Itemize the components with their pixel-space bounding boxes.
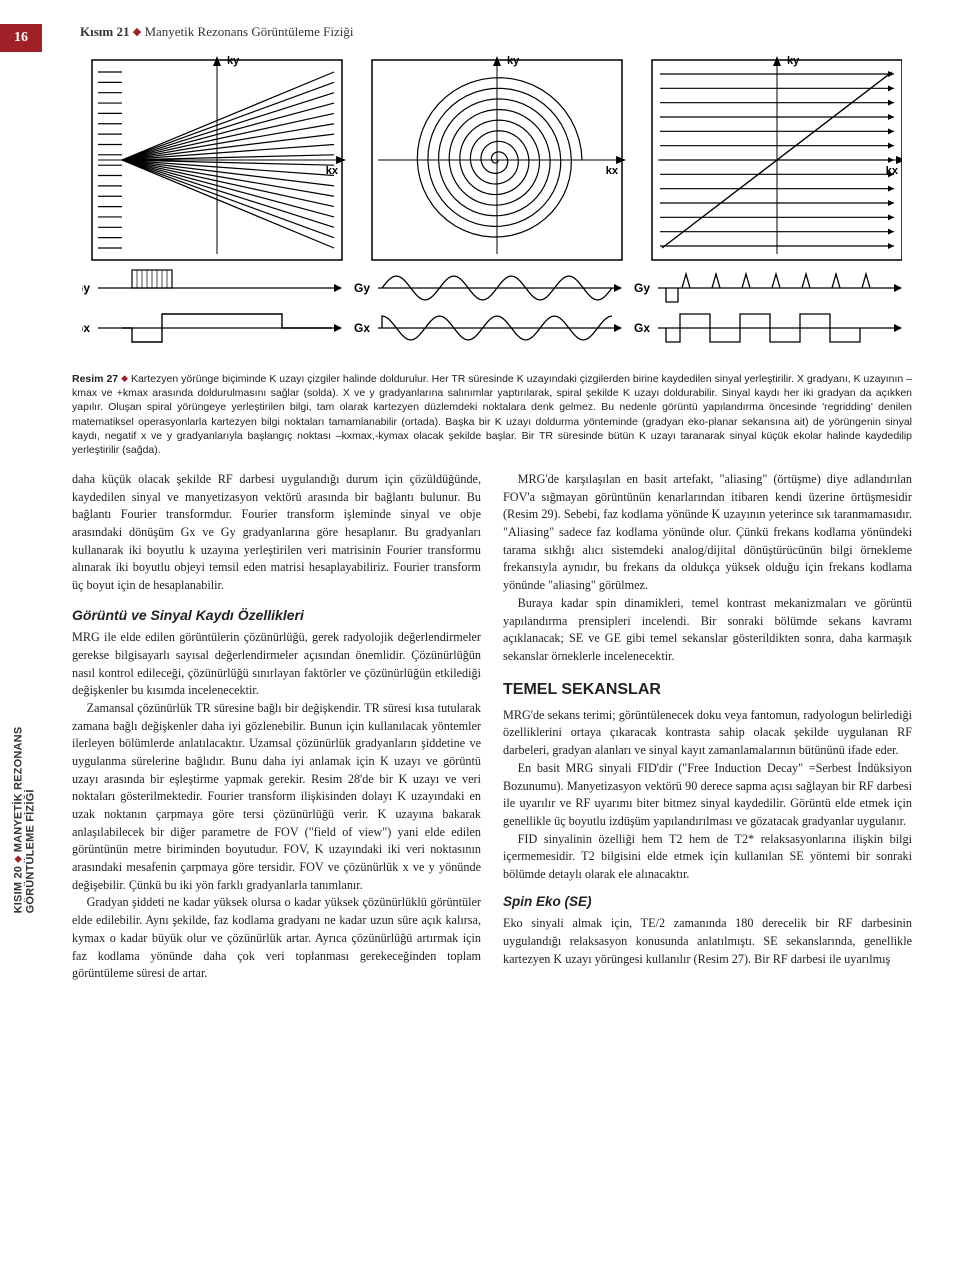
svg-text:Gx: Gx bbox=[82, 321, 90, 335]
para: MRG'de karşılaşılan en basit artefakt, "… bbox=[503, 471, 912, 595]
side-tab-line2: GÖRÜNTÜLEME FİZİĞİ bbox=[24, 789, 36, 913]
para: MRG'de sekans terimi; görüntülenecek dok… bbox=[503, 707, 912, 760]
diamond-icon: ◆ bbox=[121, 373, 128, 383]
side-tab-section: KISIM 20 bbox=[12, 866, 24, 913]
svg-text:Gy: Gy bbox=[354, 281, 370, 295]
figure-27: kykxGyGxkykxGyGxkykxGyGx bbox=[72, 54, 912, 364]
svg-text:Gy: Gy bbox=[82, 281, 90, 295]
column-right: MRG'de karşılaşılan en basit artefakt, "… bbox=[503, 471, 912, 983]
svg-text:Gx: Gx bbox=[354, 321, 370, 335]
para: Eko sinyali almak için, TE/2 zamanında 1… bbox=[503, 915, 912, 968]
para: daha küçük olacak şekilde RF darbesi uyg… bbox=[72, 471, 481, 595]
figure-27-caption: Resim 27 ◆ Kartezyen yörünge biçiminde K… bbox=[72, 372, 912, 457]
para: Gradyan şiddeti ne kadar yüksek olursa o… bbox=[72, 894, 481, 982]
caption-lead: Resim 27 bbox=[72, 373, 118, 385]
diamond-icon: ◆ bbox=[12, 856, 22, 863]
diamond-icon: ◆ bbox=[133, 26, 141, 38]
side-tab-line1: MANYETİK REZONANS bbox=[12, 727, 24, 853]
para: Zamansal çözünürlük TR süresine bağlı bi… bbox=[72, 700, 481, 895]
subheading: Görüntü ve Sinyal Kaydı Özellikleri bbox=[72, 605, 481, 625]
svg-text:ky: ky bbox=[787, 55, 800, 67]
svg-text:Gy: Gy bbox=[634, 281, 650, 295]
svg-text:Gx: Gx bbox=[634, 321, 650, 335]
running-header-title: Manyetik Rezonans Görüntüleme Fiziği bbox=[144, 24, 353, 39]
running-header: Kısım 21 ◆ Manyetik Rezonans Görüntüleme… bbox=[80, 24, 912, 40]
figure-27-svg: kykxGyGxkykxGyGxkykxGyGx bbox=[82, 54, 902, 364]
column-left: daha küçük olacak şekilde RF darbesi uyg… bbox=[72, 471, 481, 983]
svg-text:kx: kx bbox=[606, 165, 619, 177]
page-number-badge: 16 bbox=[0, 24, 42, 52]
running-header-section: Kısım 21 bbox=[80, 24, 129, 39]
subheading: Spin Eko (SE) bbox=[503, 892, 912, 912]
para: En basit MRG sinyali FID'dir ("Free Indu… bbox=[503, 760, 912, 831]
para: Buraya kadar spin dinamikleri, temel kon… bbox=[503, 595, 912, 666]
svg-text:kx: kx bbox=[886, 165, 899, 177]
para: FID sinyalinin özelliği hem T2 hem de T2… bbox=[503, 831, 912, 884]
para: MRG ile elde edilen görüntülerin çözünür… bbox=[72, 629, 481, 700]
caption-text: Kartezyen yörünge biçiminde K uzayı çizg… bbox=[72, 373, 912, 456]
section-heading: TEMEL SEKANSLAR bbox=[503, 678, 912, 701]
text-columns: daha küçük olacak şekilde RF darbesi uyg… bbox=[72, 471, 912, 983]
svg-text:ky: ky bbox=[227, 55, 240, 67]
svg-text:ky: ky bbox=[507, 55, 520, 67]
side-tab: KISIM 20 ◆ MANYETİK REZONANS GÖRÜNTÜLEME… bbox=[14, 680, 34, 960]
